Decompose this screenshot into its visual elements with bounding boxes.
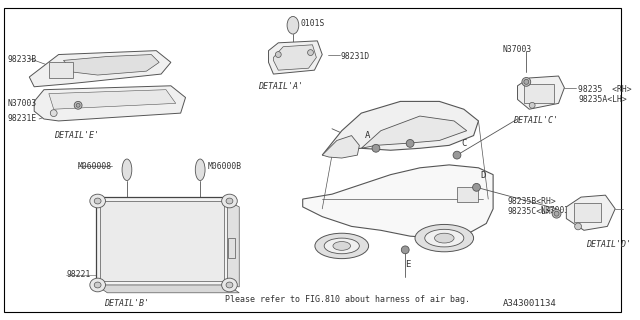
Polygon shape: [49, 90, 176, 109]
Polygon shape: [96, 285, 239, 293]
Bar: [96, 197, 227, 285]
Text: E: E: [406, 260, 411, 268]
Ellipse shape: [406, 140, 414, 147]
Polygon shape: [322, 101, 479, 155]
Ellipse shape: [226, 282, 233, 288]
Bar: [227, 238, 236, 258]
Ellipse shape: [76, 103, 80, 107]
Text: DETAIL'C': DETAIL'C': [513, 116, 557, 125]
Ellipse shape: [287, 16, 299, 34]
Text: DETAIL'D': DETAIL'D': [586, 240, 631, 249]
Text: N37003: N37003: [541, 206, 570, 215]
Polygon shape: [303, 165, 493, 238]
Ellipse shape: [554, 211, 559, 216]
Ellipse shape: [524, 79, 529, 84]
Text: 98235  <RH>: 98235 <RH>: [578, 85, 632, 94]
Ellipse shape: [453, 151, 461, 159]
Polygon shape: [29, 51, 171, 87]
Bar: [524, 84, 554, 103]
Text: 98235C<LH>: 98235C<LH>: [508, 207, 557, 216]
Ellipse shape: [372, 144, 380, 152]
Ellipse shape: [275, 52, 281, 58]
Ellipse shape: [324, 238, 359, 254]
Text: 98235B<RH>: 98235B<RH>: [508, 197, 557, 206]
Text: DETAIL'B': DETAIL'B': [104, 299, 149, 308]
Text: N37003: N37003: [8, 100, 37, 108]
Ellipse shape: [221, 278, 237, 292]
Ellipse shape: [575, 223, 582, 230]
Text: C: C: [461, 139, 467, 148]
Ellipse shape: [74, 101, 82, 109]
Text: DETAIL'A': DETAIL'A': [258, 82, 303, 91]
Ellipse shape: [221, 194, 237, 208]
Ellipse shape: [90, 194, 106, 208]
Ellipse shape: [94, 198, 101, 204]
Ellipse shape: [529, 102, 535, 108]
Text: 98235A<LH>: 98235A<LH>: [578, 95, 627, 104]
Polygon shape: [322, 136, 359, 158]
Text: 98231D: 98231D: [340, 52, 370, 60]
Bar: [49, 62, 73, 78]
Bar: [100, 201, 223, 281]
Ellipse shape: [425, 229, 464, 247]
Ellipse shape: [333, 242, 351, 250]
Ellipse shape: [552, 209, 561, 218]
Ellipse shape: [315, 233, 369, 259]
Text: 0101S: 0101S: [301, 20, 325, 28]
Text: A: A: [365, 132, 371, 140]
Text: Please refer to FIG.810 about harness of air bag.: Please refer to FIG.810 about harness of…: [225, 294, 470, 304]
Polygon shape: [269, 41, 322, 74]
Polygon shape: [227, 201, 239, 287]
Text: 98221: 98221: [67, 270, 91, 279]
Ellipse shape: [195, 159, 205, 180]
Ellipse shape: [122, 159, 132, 180]
Ellipse shape: [308, 50, 314, 55]
Ellipse shape: [522, 77, 531, 86]
Ellipse shape: [90, 278, 106, 292]
Text: A343001134: A343001134: [503, 300, 557, 308]
Ellipse shape: [94, 282, 101, 288]
Ellipse shape: [51, 110, 57, 116]
Polygon shape: [362, 116, 467, 148]
Ellipse shape: [226, 198, 233, 204]
Polygon shape: [518, 76, 564, 109]
Text: 98233B: 98233B: [8, 54, 37, 64]
Text: N37003: N37003: [503, 45, 532, 54]
Bar: [457, 187, 479, 202]
Ellipse shape: [415, 224, 474, 252]
Ellipse shape: [472, 183, 481, 191]
Ellipse shape: [435, 233, 454, 243]
Bar: [574, 203, 602, 222]
Text: 98231E: 98231E: [8, 114, 37, 123]
Text: M06000B: M06000B: [208, 162, 242, 171]
Ellipse shape: [401, 246, 409, 254]
Polygon shape: [63, 54, 159, 75]
Text: B: B: [408, 124, 413, 134]
Polygon shape: [566, 195, 615, 230]
Text: DETAIL'E': DETAIL'E': [54, 131, 99, 140]
Polygon shape: [34, 86, 186, 121]
Text: M060008: M060008: [78, 162, 112, 171]
Polygon shape: [273, 45, 316, 70]
Text: D: D: [481, 171, 486, 180]
